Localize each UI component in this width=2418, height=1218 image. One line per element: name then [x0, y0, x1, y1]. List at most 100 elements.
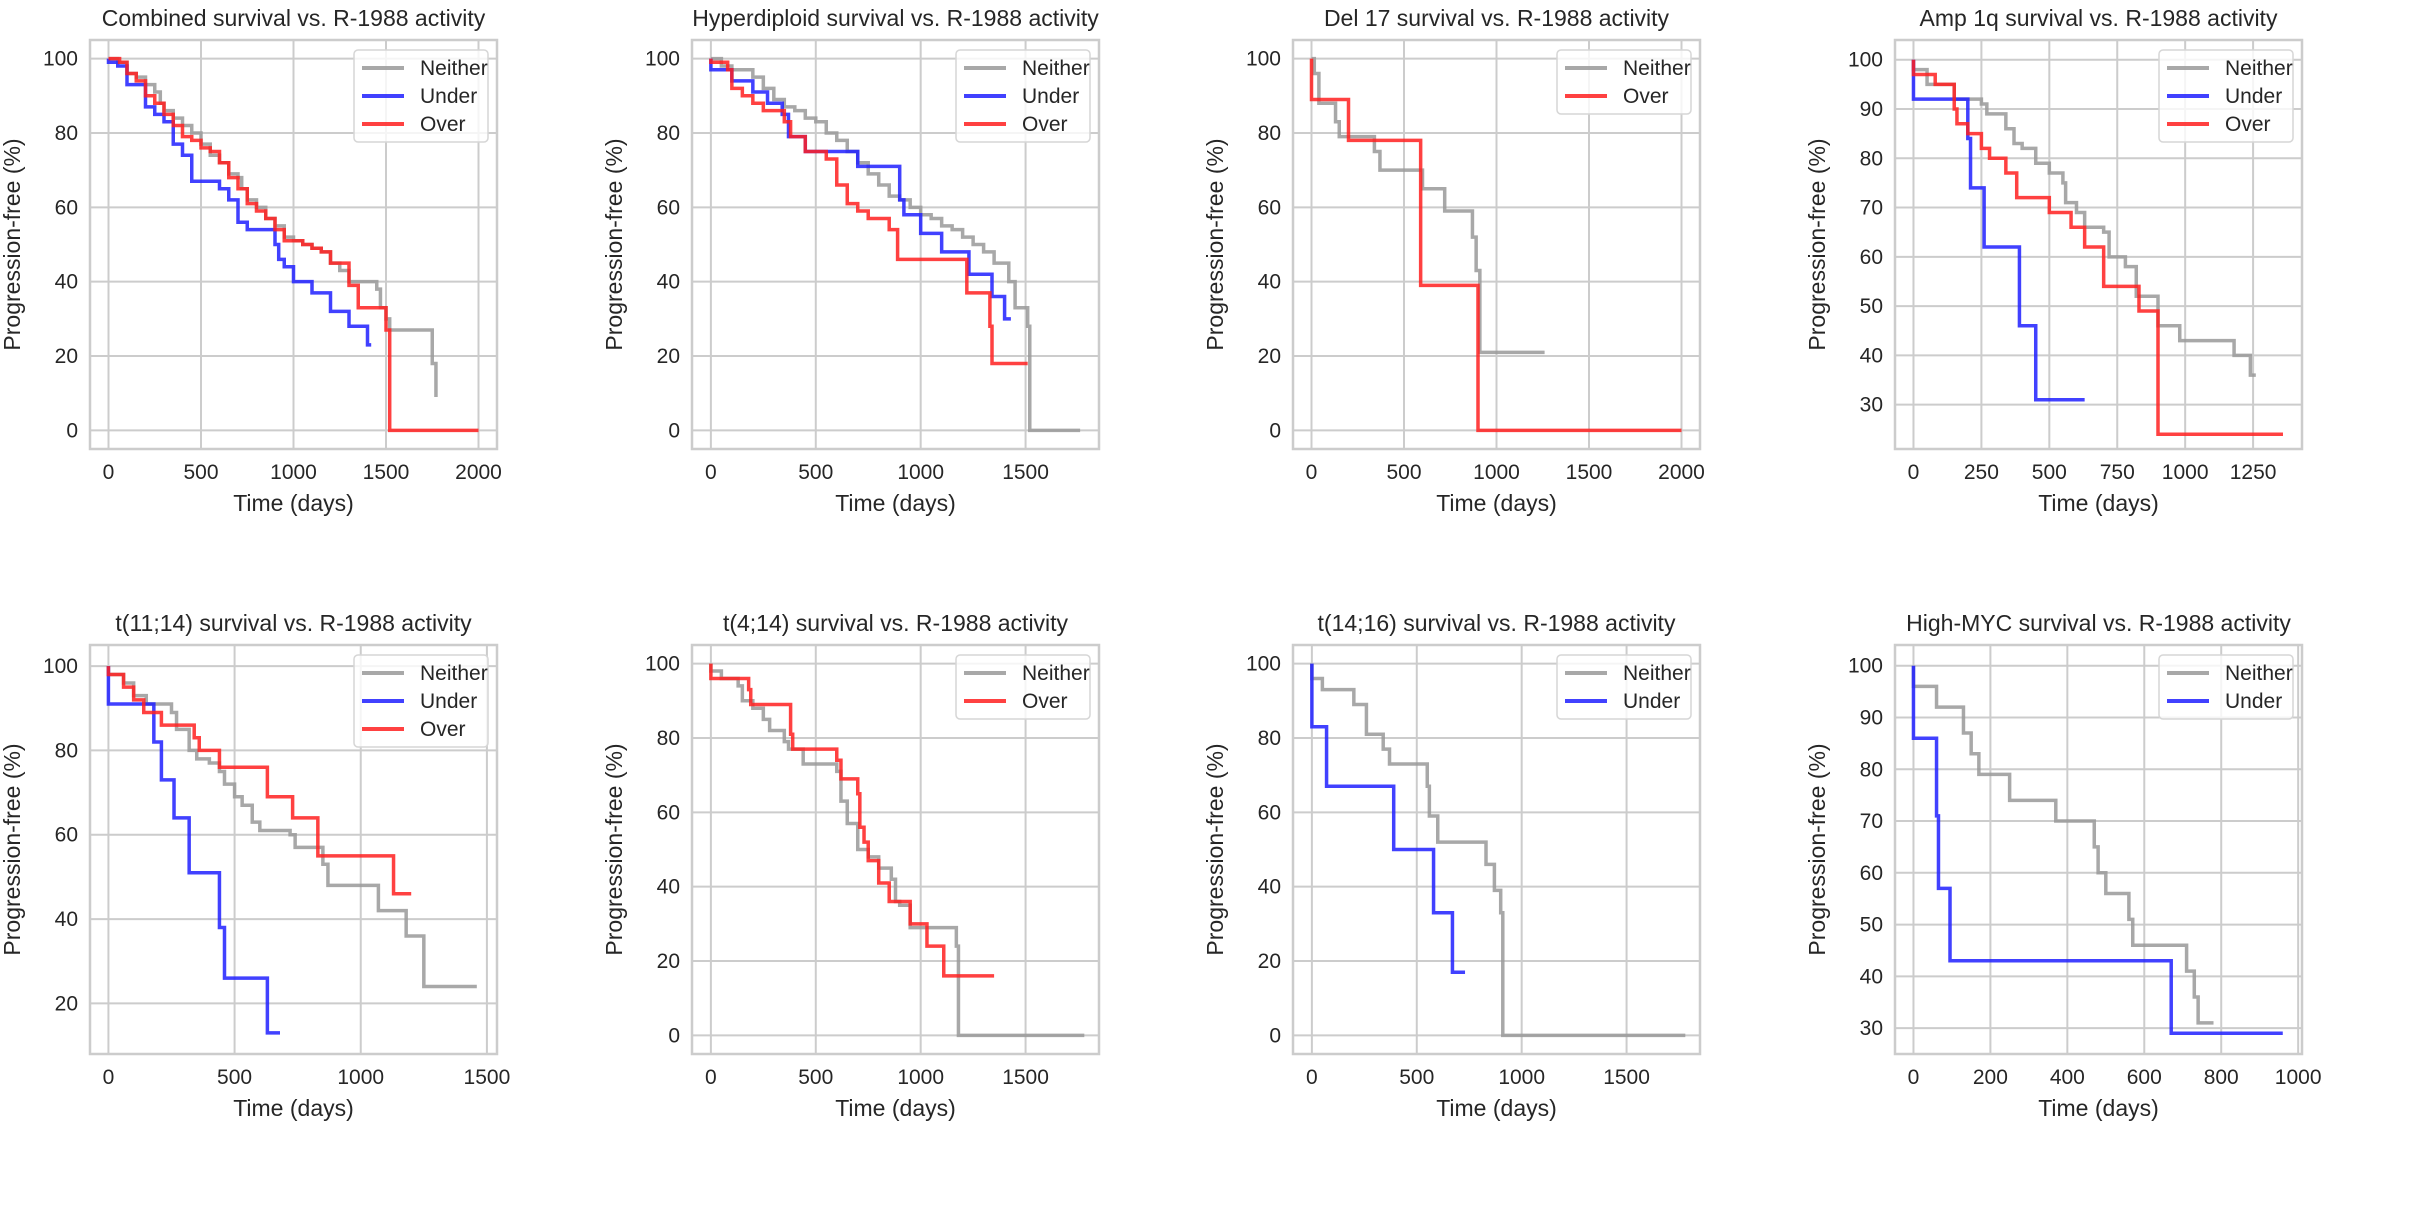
axes-frame — [690, 643, 1101, 1056]
x-tick-label: 0 — [1306, 1066, 1318, 1089]
y-tick-label: 80 — [1258, 122, 1281, 145]
y-tick-label: 80 — [657, 727, 680, 750]
x-tick-label: 0 — [103, 461, 115, 484]
subplot-4: 0 250 500 750 1000 1250 30 40 50 60 70 80 90 100 Amp 1… — [1804, 5, 2304, 516]
x-axis-label: Time (days) — [835, 490, 956, 516]
legend-box — [2158, 49, 2294, 143]
y-tick-label: 40 — [1258, 271, 1281, 294]
legend-box — [353, 654, 489, 748]
axes-frame — [88, 38, 499, 451]
y-tick-label: 40 — [55, 908, 78, 931]
series-line-over — [1911, 59, 2283, 436]
x-axis-label: Time (days) — [233, 1095, 354, 1121]
y-tick-label: 80 — [1258, 727, 1281, 750]
y-tick-label: 40 — [55, 271, 78, 294]
x-axis-label: Time (days) — [2038, 490, 2159, 516]
subplot-title: Hyperdiploid survival vs. R-1988 activit… — [692, 5, 1099, 31]
subplot-6: 0 500 1000 1500 0 20 40 60 80 100 t(4;14) survival… — [601, 610, 1101, 1121]
y-tick-label: 50 — [1860, 914, 1883, 937]
series-line-over — [106, 666, 412, 896]
legend-box — [353, 49, 489, 143]
axes-frame — [690, 38, 1101, 451]
legend-label-under: Under — [420, 85, 477, 108]
y-axis-label: Progression-free (%) — [0, 743, 25, 955]
legend: Neither Under — [1556, 654, 1692, 720]
y-tick-label: 60 — [657, 196, 680, 219]
legend: Neither Under — [2158, 654, 2294, 720]
y-axis-label: Progression-free (%) — [1202, 743, 1228, 955]
x-tick-label: 0 — [1908, 461, 1920, 484]
y-tick-label: 80 — [657, 122, 680, 145]
y-tick-label: 0 — [668, 419, 680, 442]
subplot-1: 0 500 1000 1500 2000 0 20 40 60 80 100 Combined sur… — [0, 5, 502, 516]
legend-label-under: Under — [1022, 85, 1079, 108]
y-axis-label: Progression-free (%) — [1202, 138, 1228, 350]
x-tick-label: 2000 — [455, 461, 502, 484]
x-axis-label: Time (days) — [1436, 1095, 1557, 1121]
x-tick-label: 500 — [1386, 461, 1421, 484]
x-tick-label: 1500 — [363, 461, 410, 484]
axes-frame — [1291, 38, 1702, 451]
legend-label-neither: Neither — [2225, 662, 2293, 685]
y-tick-label: 50 — [1860, 295, 1883, 318]
x-tick-label: 1500 — [1566, 461, 1613, 484]
legend-label-over: Over — [420, 113, 466, 136]
series-line-neither — [1310, 663, 1686, 1038]
y-tick-label: 20 — [55, 992, 78, 1015]
y-tick-label: 70 — [1860, 810, 1883, 833]
y-tick-label: 30 — [1860, 394, 1883, 417]
legend-label-over: Over — [2225, 113, 2271, 136]
subplot-7: 0 500 1000 1500 0 20 40 60 80 100 t(14;16) surviva… — [1202, 610, 1702, 1121]
series-line-over — [709, 58, 1028, 366]
x-tick-label: 1000 — [1498, 1066, 1545, 1089]
series-line-over — [709, 663, 995, 978]
legend-box — [955, 49, 1091, 143]
subplot-title: t(14;16) survival vs. R-1988 activity — [1318, 610, 1676, 636]
x-tick-label: 250 — [1964, 461, 1999, 484]
y-tick-label: 0 — [1269, 1024, 1281, 1047]
x-tick-label: 500 — [183, 461, 218, 484]
x-tick-label: 1500 — [464, 1066, 511, 1089]
legend-label-neither: Neither — [1022, 57, 1090, 80]
axes-frame — [88, 643, 499, 1056]
axes-frame — [1893, 643, 2304, 1056]
y-tick-label: 60 — [55, 196, 78, 219]
subplot-title: t(4;14) survival vs. R-1988 activity — [723, 610, 1069, 636]
x-tick-label: 0 — [1306, 461, 1318, 484]
x-tick-label: 800 — [2204, 1066, 2239, 1089]
x-axis-label: Time (days) — [1436, 490, 1557, 516]
y-tick-label: 20 — [1258, 345, 1281, 368]
x-tick-label: 0 — [103, 1066, 115, 1089]
legend: Neither Over — [1556, 49, 1692, 115]
axes-frame — [1291, 643, 1702, 1056]
series-line-under — [1911, 59, 2085, 402]
x-tick-label: 1000 — [1473, 461, 1520, 484]
y-tick-label: 100 — [43, 655, 78, 678]
x-tick-label: 1000 — [270, 461, 317, 484]
x-tick-label: 1500 — [1603, 1066, 1650, 1089]
series-line-under — [1310, 663, 1466, 974]
y-tick-label: 0 — [668, 1024, 680, 1047]
y-tick-label: 100 — [645, 48, 680, 71]
x-axis-label: Time (days) — [835, 1095, 956, 1121]
x-tick-label: 1000 — [897, 461, 944, 484]
legend-label-over: Over — [1022, 113, 1068, 136]
x-axis-label: Time (days) — [2038, 1095, 2159, 1121]
y-tick-label: 60 — [657, 801, 680, 824]
legend: Neither Under Over — [353, 49, 489, 143]
legend-label-neither: Neither — [420, 57, 488, 80]
series-line-neither — [1311, 56, 1545, 355]
series-line-under — [709, 58, 1011, 321]
x-tick-label: 500 — [217, 1066, 252, 1089]
x-tick-label: 1000 — [2162, 461, 2209, 484]
y-tick-label: 0 — [1269, 419, 1281, 442]
series-line-neither — [1911, 665, 2214, 1025]
x-tick-label: 0 — [1908, 1066, 1920, 1089]
x-tick-label: 500 — [2032, 461, 2067, 484]
y-axis-label: Progression-free (%) — [601, 138, 627, 350]
y-tick-label: 40 — [1860, 965, 1883, 988]
x-tick-label: 2000 — [1658, 461, 1705, 484]
y-tick-label: 80 — [55, 739, 78, 762]
x-tick-label: 600 — [2127, 1066, 2162, 1089]
